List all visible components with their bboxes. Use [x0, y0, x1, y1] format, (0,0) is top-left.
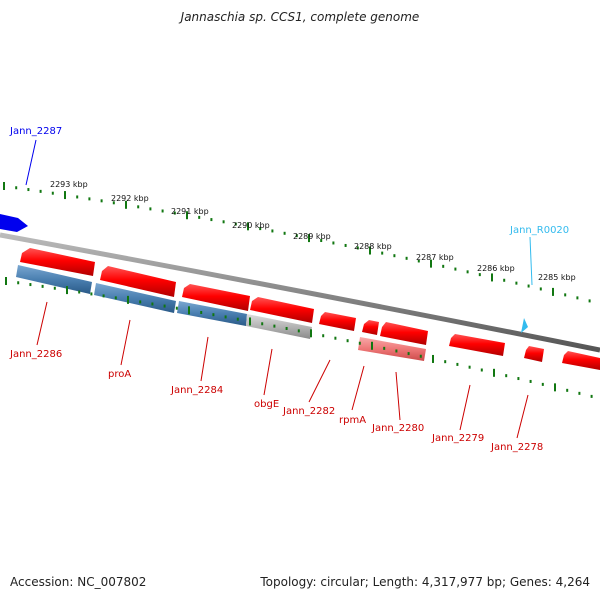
gene-label-jann-2287[interactable]: Jann_2287: [9, 126, 62, 137]
shade-segment: [94, 283, 176, 313]
cds-features: [20, 248, 600, 370]
gene-jann-2280[interactable]: [380, 322, 428, 345]
gene-label-rpmA[interactable]: rpmA: [339, 415, 366, 426]
leader-line: [25, 139, 37, 186]
gene-right-edge[interactable]: [562, 351, 600, 370]
leader-line: [308, 359, 331, 403]
gene-jann-2284[interactable]: [182, 284, 250, 311]
genome-backbone: [0, 232, 600, 353]
leader-line: [263, 348, 273, 396]
gene-labels: Jann_2287 Jann_R0020 Jann_2286 proA Jann…: [9, 126, 569, 453]
leader-line: [36, 301, 48, 346]
gene-label-jann-r0020[interactable]: Jann_R0020: [509, 225, 569, 236]
scale-label: 2293 kbp: [50, 180, 88, 189]
gene-jann-2287[interactable]: [0, 214, 28, 232]
scale-ticks-lower: [5, 277, 593, 398]
scale-label: 2290 kbp: [232, 221, 270, 230]
scale-ticks-upper: [3, 182, 591, 303]
gene-label-jann-2279[interactable]: Jann_2279: [431, 433, 484, 444]
scale-label: 2288 kbp: [354, 242, 392, 251]
leader-line: [395, 371, 401, 421]
gene-jann-2282[interactable]: [319, 312, 356, 331]
shade-segment: [16, 265, 92, 294]
label-leader-lines: [25, 139, 533, 439]
gene-jann-r0020[interactable]: [521, 318, 528, 333]
scale-label: 2286 kbp: [477, 264, 515, 273]
gene-label-obgE[interactable]: obgE: [254, 399, 279, 410]
map-title: Jannaschia sp. CCS1, complete genome: [180, 10, 420, 24]
gene-label-jann-2282[interactable]: Jann_2282: [282, 406, 335, 417]
gene-jann-2286[interactable]: [20, 248, 95, 276]
shade-segment: [177, 301, 247, 326]
gene-proA[interactable]: [100, 266, 176, 297]
leader-line: [200, 336, 209, 382]
gene-jann-2278[interactable]: [524, 346, 544, 362]
leader-line: [120, 319, 131, 366]
gc-shading-band: [16, 265, 312, 339]
leader-line: [351, 365, 365, 411]
accession-text: Accession: NC_007802: [10, 575, 147, 589]
scale-label: 2289 kbp: [293, 232, 331, 241]
leader-line: [516, 394, 529, 439]
scale-label: 2291 kbp: [171, 207, 209, 216]
shade-segment: [246, 314, 312, 339]
gene-rpmA[interactable]: [362, 320, 379, 335]
scale-labels: 2293 kbp 2292 kbp 2291 kbp 2290 kbp 2289…: [50, 180, 576, 282]
gene-jann-2279[interactable]: [449, 334, 505, 356]
gene-obgE[interactable]: [250, 297, 314, 323]
scale-label: 2285 kbp: [538, 273, 576, 282]
scale-label: 2287 kbp: [416, 253, 454, 262]
leader-line: [529, 236, 533, 286]
leader-line: [459, 384, 471, 431]
gene-label-proA[interactable]: proA: [108, 369, 131, 380]
scale-label: 2292 kbp: [111, 194, 149, 203]
gene-label-jann-2284[interactable]: Jann_2284: [170, 385, 223, 396]
genome-stats-text: Topology: circular; Length: 4,317,977 bp…: [260, 575, 590, 589]
gene-label-jann-2280[interactable]: Jann_2280: [371, 423, 424, 434]
gene-label-jann-2278[interactable]: Jann_2278: [490, 442, 543, 453]
gene-label-jann-2286[interactable]: Jann_2286: [9, 349, 62, 360]
